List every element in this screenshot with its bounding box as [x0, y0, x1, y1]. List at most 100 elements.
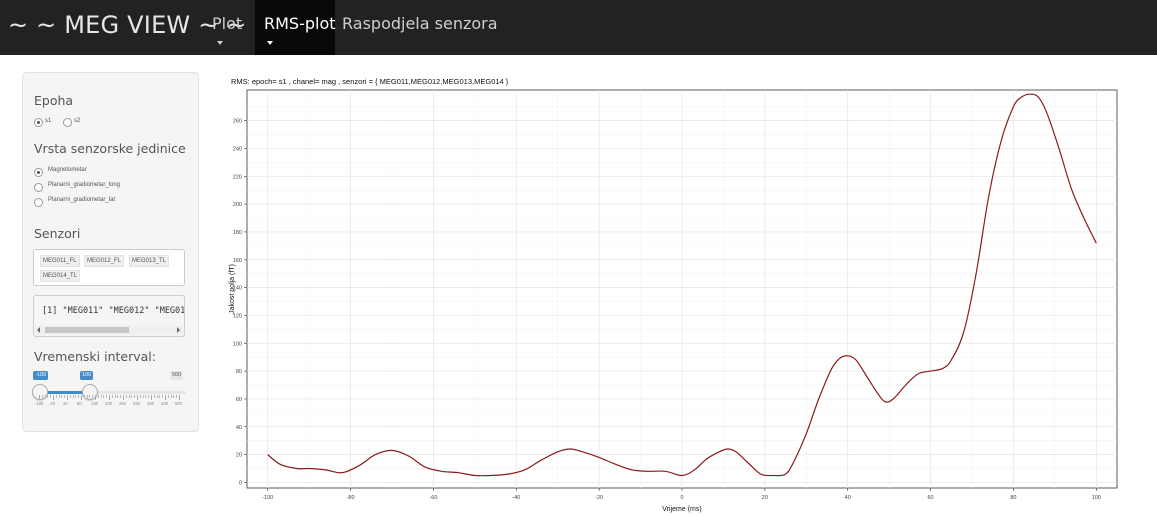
- app-brand[interactable]: ~ ~ MEG VIEW ~ ~: [8, 11, 247, 39]
- radio-epoch-s2-label: s2: [74, 118, 81, 124]
- slider-to-badge: 100: [80, 371, 94, 380]
- chevron-down-icon: [267, 41, 273, 45]
- radio-gradiometar-lat-label: Planarni_gradiometar_lat: [48, 197, 116, 203]
- rms-series-line: [267, 93, 1097, 477]
- x-tick-label: 100: [1092, 495, 1101, 501]
- slider-major-tick: [151, 395, 152, 400]
- slider-max-badge: 500: [170, 371, 184, 380]
- slider-minor-tick: [128, 395, 130, 398]
- slider-minor-tick: [86, 395, 88, 398]
- nav-tab-plot-label: Plot: [212, 14, 243, 33]
- slider-major-tick: [67, 395, 68, 400]
- slider-minor-tick: [72, 395, 74, 398]
- slider-tick-label: -40: [49, 401, 56, 406]
- nav-tab-sensor-distribution[interactable]: Raspodjela senzora: [342, 0, 512, 55]
- slider-minor-tick: [78, 395, 80, 398]
- y-tick-label: 80: [236, 369, 242, 375]
- radio-gradiometar-long[interactable]: [34, 183, 43, 192]
- slider-minor-tick: [176, 395, 178, 398]
- slider-minor-tick: [142, 395, 144, 398]
- x-tick-label: 0: [680, 495, 683, 501]
- slider-tick-label: -100: [35, 401, 44, 406]
- sensors-title: Senzori: [34, 226, 81, 241]
- sensor-output-text: [1] "MEG011" "MEG012" "MEG013" "MEG014": [42, 306, 185, 316]
- horizontal-scrollbar[interactable]: [35, 325, 183, 335]
- chevron-down-icon: [217, 41, 223, 45]
- slider-tick-label: 440: [161, 401, 168, 406]
- slider-minor-tick: [139, 395, 141, 398]
- radio-magnetometar-label: Magnetometar: [48, 167, 87, 173]
- x-axis-label: Vrijeme (ms): [662, 506, 701, 513]
- radio-epoch-s1[interactable]: [34, 118, 43, 127]
- slider-minor-tick: [55, 395, 57, 398]
- nav-tab-rms-plot-label: RMS-plot: [264, 14, 336, 33]
- slider-major-tick: [165, 395, 166, 400]
- slider-minor-tick: [47, 395, 49, 398]
- slider-from-handle[interactable]: [32, 384, 48, 400]
- slider-tick-label: 20: [63, 401, 68, 406]
- scrollbar-thumb[interactable]: [45, 327, 129, 333]
- sensor-multiselect[interactable]: MEG011_FL MEG012_FL MEG013_TL MEG014_TL: [33, 249, 185, 286]
- y-tick-label: 180: [233, 230, 242, 236]
- y-tick-label: 240: [233, 146, 242, 152]
- slider-major-tick: [109, 395, 110, 400]
- slider-to-handle[interactable]: [82, 384, 98, 400]
- slider-minor-tick: [106, 395, 108, 398]
- sensor-tag[interactable]: MEG013_TL: [129, 255, 170, 267]
- sensor-tag[interactable]: MEG012_FL: [84, 255, 125, 267]
- epoch-title: Epoha: [34, 93, 74, 108]
- slider-track[interactable]: [34, 391, 186, 394]
- slider-minor-tick: [58, 395, 60, 398]
- nav-tab-rms-plot[interactable]: RMS-plot: [255, 0, 336, 55]
- radio-magnetometar[interactable]: [34, 168, 43, 177]
- x-tick-label: -80: [347, 495, 355, 501]
- scroll-right-icon[interactable]: [177, 327, 180, 333]
- radio-epoch-s2[interactable]: [63, 118, 72, 127]
- sensor-tag[interactable]: MEG014_TL: [40, 270, 81, 282]
- slider-major-tick: [95, 395, 96, 400]
- y-axis-label: Jakost polja (fT): [229, 264, 236, 314]
- x-tick-label: 20: [762, 495, 768, 501]
- nav-tab-sensor-distribution-label: Raspodjela senzora: [342, 14, 498, 33]
- slider-minor-tick: [50, 395, 52, 398]
- sensor-output-box: [1] "MEG011" "MEG012" "MEG013" "MEG014": [33, 295, 185, 337]
- x-tick-label: -20: [595, 495, 603, 501]
- slider-tick-label: 80: [77, 401, 82, 406]
- y-tick-label: 20: [236, 453, 242, 459]
- y-tick-label: 140: [233, 286, 242, 292]
- y-tick-label: 0: [239, 480, 242, 486]
- y-tick-label: 120: [233, 313, 242, 319]
- slider-tick-label: 140: [91, 401, 98, 406]
- plot-ticks: -100 -80 -60 -40 -20 0 20 40 60 80 100 0 20 40 60 80 100…: [233, 119, 1101, 501]
- radio-gradiometar-lat[interactable]: [34, 198, 43, 207]
- slider-minor-tick: [75, 395, 77, 398]
- slider-minor-tick: [131, 395, 133, 398]
- slider-minor-tick: [41, 395, 43, 398]
- slider-minor-tick: [120, 395, 122, 398]
- y-tick-label: 220: [233, 174, 242, 180]
- radio-epoch-s1-label: s1: [45, 118, 52, 124]
- slider-tick-label: 500: [175, 401, 182, 406]
- nav-tab-plot[interactable]: Plot: [212, 0, 250, 55]
- slider-minor-tick: [103, 395, 105, 398]
- x-tick-label: 80: [1010, 495, 1016, 501]
- slider-minor-tick: [100, 395, 102, 398]
- sensor-type-title: Vrsta senzorske jedinice: [34, 141, 186, 156]
- slider-minor-tick: [114, 395, 116, 398]
- y-tick-label: 60: [236, 397, 242, 403]
- slider-major-tick: [123, 395, 124, 400]
- slider-minor-tick: [83, 395, 85, 398]
- plot-grid: [247, 90, 1117, 488]
- x-tick-label: -60: [429, 495, 437, 501]
- slider-minor-tick: [173, 395, 175, 398]
- slider-tick-label: 380: [147, 401, 154, 406]
- slider-major-tick: [53, 395, 54, 400]
- scroll-left-icon[interactable]: [37, 327, 40, 333]
- slider-minor-tick: [167, 395, 169, 398]
- sensor-tag[interactable]: MEG011_FL: [40, 255, 80, 267]
- x-tick-label: 60: [928, 495, 934, 501]
- slider-major-tick: [81, 395, 82, 400]
- x-tick-label: -100: [262, 495, 273, 501]
- slider-tick-label: 260: [119, 401, 126, 406]
